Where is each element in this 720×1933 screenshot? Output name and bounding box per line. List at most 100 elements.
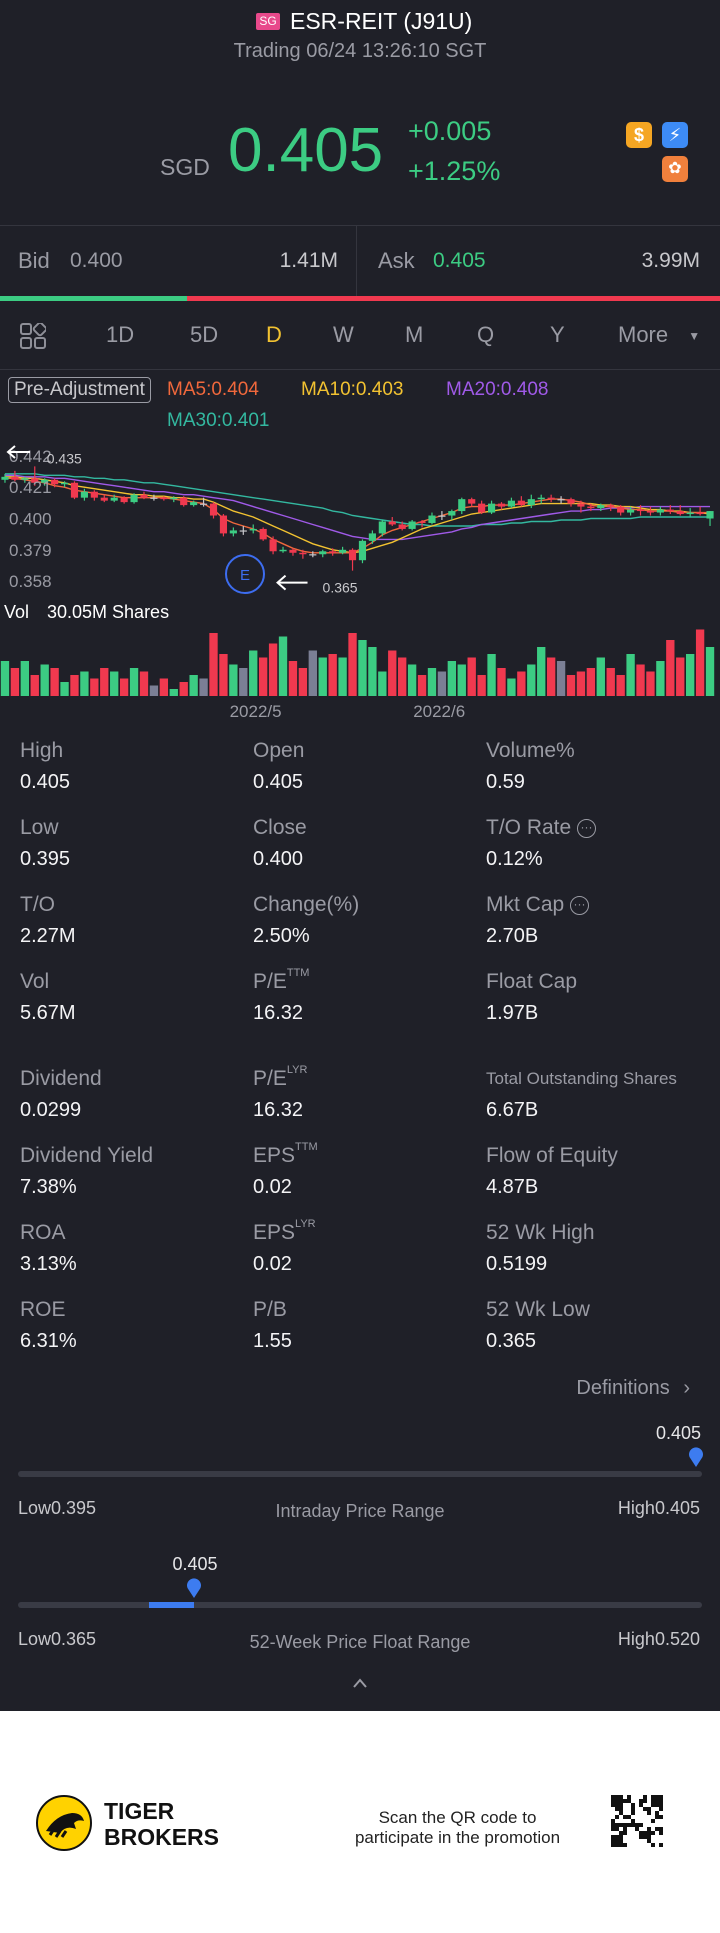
candle-body: [41, 479, 49, 483]
candlestick-plot[interactable]: 0.442 0.421 0.400 0.379 0.358 0.435 0.365 E 2022…: [0, 370, 720, 722]
week52-low: Low0.365: [18, 1629, 97, 1649]
candle-body: [279, 549, 287, 552]
intraday-range: 0.405 Low0.395 Intraday Price Range High…: [0, 1420, 720, 1530]
candle-body: [607, 505, 615, 507]
definitions-link[interactable]: Definitions ›: [576, 1377, 690, 1400]
qr-module: [655, 1803, 659, 1807]
candle-body: [110, 497, 118, 501]
qr-module: [643, 1807, 647, 1811]
qr-module: [611, 1795, 615, 1799]
tab-1d[interactable]: 1D: [106, 322, 135, 347]
promo-line-2: participate in the promotion: [354, 1828, 561, 1847]
volume-bar: [417, 675, 427, 696]
qr-module: [619, 1823, 623, 1827]
options-icon[interactable]: ✿: [662, 156, 688, 182]
tab-d[interactable]: D: [266, 322, 282, 347]
volume-bar: [60, 682, 69, 696]
volume-bar: [268, 643, 278, 696]
qr-module: [659, 1815, 663, 1819]
candle-body: [80, 491, 88, 498]
promo-footer: TIGER BROKERS Scan the QR code to partic…: [0, 1711, 720, 1933]
candle-body: [190, 502, 198, 506]
volume-bar: [586, 668, 596, 696]
tab-y[interactable]: Y: [550, 322, 565, 347]
qr-code-icon[interactable]: [611, 1795, 663, 1847]
mktcap-value: 2.70B: [486, 925, 539, 947]
grid-icon[interactable]: [20, 321, 48, 349]
collapse-chevron-up-icon[interactable]: [352, 1676, 368, 1692]
pb-label: P/B: [253, 1298, 287, 1321]
qr-module: [623, 1843, 627, 1847]
promo-line-1: Scan the QR code to: [378, 1808, 537, 1827]
price-change: +0.005: [408, 116, 492, 146]
volume-bar: [437, 671, 447, 696]
pre-adjustment-button[interactable]: Pre-Adjustment: [8, 377, 151, 403]
volume-bar: [139, 671, 149, 696]
candle-body: [468, 499, 476, 504]
vol-value: 30.05M Shares: [47, 602, 170, 622]
header: SG ESR-REIT (J91U) Trading 06/24 13:26:1…: [0, 0, 720, 225]
kline-chart[interactable]: Pre-Adjustment MA5:0.404 MA10:0.403 MA20…: [0, 370, 720, 721]
candle-body: [448, 511, 456, 516]
qr-module: [623, 1831, 627, 1835]
eps-lyr-label: EPSLYR: [253, 1218, 316, 1245]
qr-module: [639, 1835, 643, 1839]
volume-bar: [656, 661, 665, 696]
qr-module: [619, 1835, 623, 1839]
candle-body: [706, 511, 714, 519]
tab-5d[interactable]: 5D: [190, 322, 219, 347]
caret-down-icon: ▼: [688, 329, 701, 344]
intraday-track: [18, 1471, 702, 1477]
vol-stat-value: 5.67M: [20, 1002, 76, 1024]
volume-bar: [90, 678, 99, 696]
low-marker-label: 0.365: [323, 580, 358, 596]
qr-module: [619, 1799, 623, 1803]
candle-body: [11, 476, 19, 480]
flash-icon[interactable]: ⚡: [662, 122, 688, 148]
candle-body: [60, 482, 69, 485]
low-label: Low: [20, 816, 59, 839]
candle-body: [408, 521, 416, 529]
candle-body: [229, 530, 237, 534]
open-value: 0.405: [253, 771, 304, 793]
price-change-pct: +1.25%: [408, 156, 501, 186]
candle-body: [438, 515, 446, 517]
intraday-title: Intraday Price Range: [275, 1501, 445, 1521]
tab-q[interactable]: Q: [477, 322, 495, 347]
volume-bar: [278, 636, 288, 696]
volume-bar: [636, 664, 645, 696]
volume-bar: [398, 657, 407, 696]
volume-bar: [0, 661, 10, 696]
info-icon[interactable]: ···: [577, 818, 597, 838]
candle-body: [259, 528, 267, 540]
tab-w[interactable]: W: [333, 322, 354, 347]
eps-ttm-sup: TTM: [295, 1141, 318, 1153]
qr-module: [619, 1795, 623, 1799]
candle-body: [200, 503, 208, 505]
volume-bar: [80, 671, 89, 696]
y-tick-label: 0.400: [9, 510, 52, 529]
volume-bar: [348, 633, 357, 696]
qr-module: [615, 1803, 619, 1807]
candle-body: [636, 509, 645, 512]
info-icon[interactable]: ···: [570, 895, 590, 915]
stats-grid: High 0.405 Open 0.405 Volume% 0.59 Low 0…: [0, 730, 720, 1370]
volume-bar: [576, 671, 586, 696]
qr-module: [659, 1807, 663, 1811]
tab-more[interactable]: More ▼: [618, 322, 700, 348]
volume-bar: [40, 664, 49, 696]
candle-body: [309, 554, 317, 556]
qr-module: [623, 1827, 627, 1831]
qr-module: [631, 1807, 635, 1811]
volume-bar: [129, 668, 139, 696]
qr-module: [619, 1803, 623, 1807]
close-value: 0.400: [253, 848, 304, 870]
candle-body: [577, 503, 585, 507]
qr-module: [627, 1815, 631, 1819]
tab-m[interactable]: M: [405, 322, 424, 347]
candle-body: [507, 500, 515, 507]
volume-bar: [100, 668, 109, 696]
ask-price: 0.405: [433, 249, 486, 272]
dollar-icon[interactable]: $: [626, 122, 652, 148]
candle-body: [676, 511, 684, 515]
